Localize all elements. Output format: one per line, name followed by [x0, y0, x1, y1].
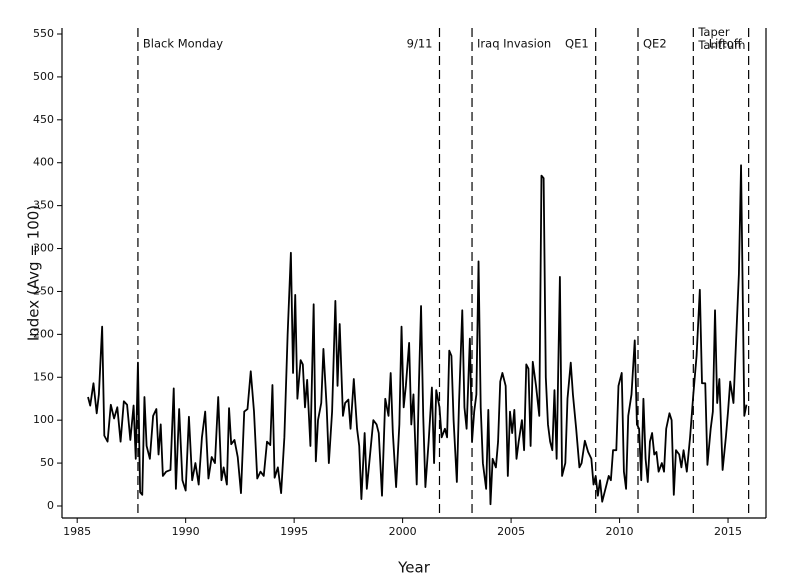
y-tick-label: 100 — [33, 413, 54, 426]
y-tick-label: 450 — [33, 113, 54, 126]
y-tick-label: 150 — [33, 370, 54, 383]
x-tick-label: 2015 — [714, 525, 742, 538]
x-tick-label: 1990 — [172, 525, 200, 538]
x-axis-title: Year — [397, 559, 431, 577]
event-label: Liftoff — [709, 37, 743, 51]
y-tick-label: 200 — [33, 327, 54, 340]
y-tick-label: 0 — [47, 499, 54, 512]
y-tick-label: 300 — [33, 242, 54, 255]
y-tick-label: 400 — [33, 156, 54, 169]
y-tick-label: 550 — [33, 27, 54, 40]
x-tick-label: 2010 — [606, 525, 634, 538]
event-label: 9/11 — [407, 37, 433, 51]
event-label: QE2 — [643, 37, 667, 51]
y-axis-title: Index (Avg = 100) — [25, 205, 43, 341]
x-tick-label: 1995 — [280, 525, 308, 538]
y-tick-label: 500 — [33, 70, 54, 83]
y-tick-label: 350 — [33, 199, 54, 212]
event-label: QE1 — [565, 37, 589, 51]
event-label: Iraq Invasion — [477, 37, 551, 51]
x-tick-label: 1985 — [63, 525, 91, 538]
y-tick-label: 250 — [33, 284, 54, 297]
x-tick-label: 2005 — [497, 525, 525, 538]
x-tick-label: 2000 — [389, 525, 417, 538]
event-label: Taper Tantrum — [697, 25, 745, 52]
y-tick-label: 50 — [40, 456, 54, 469]
data-line — [87, 164, 748, 506]
event-label: Black Monday — [143, 37, 223, 51]
